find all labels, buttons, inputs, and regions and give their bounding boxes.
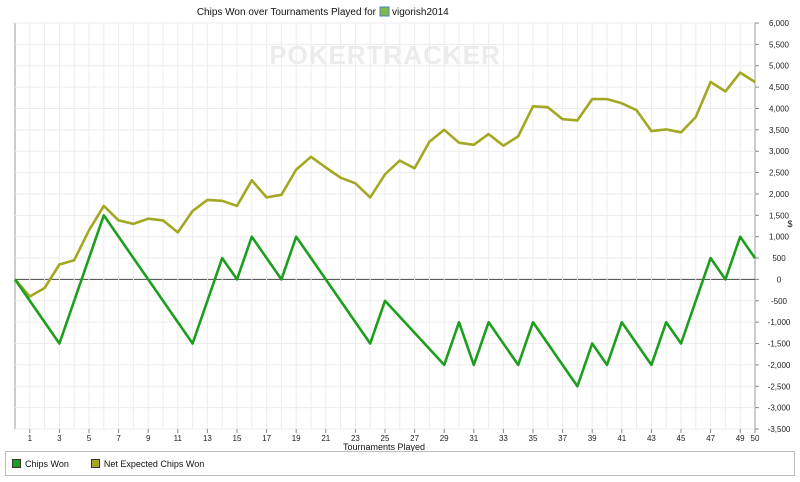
legend-label-chips-won: Chips Won [25,458,69,469]
x-axis-label: Tournaments Played [343,442,425,452]
y-tick-label: 3,000 [769,147,790,156]
chart-title: Chips Won over Tournaments Played for vi… [197,6,449,18]
x-tick-label: 33 [499,434,508,443]
x-tick-label: 11 [174,434,183,443]
x-tick-label: 37 [558,434,567,443]
series-line-net-expected[interactable] [14,71,756,298]
y-tick-label: 4,500 [769,83,790,92]
y-tick-label: 5,500 [769,40,790,49]
x-tick-label: 3 [57,434,62,443]
y-tick-label: 1,500 [769,211,790,220]
y-tick-label: -2,500 [768,382,791,391]
legend-item-net-expected[interactable]: Net Expected Chips Won [90,458,205,469]
player-flag-icon [379,6,390,17]
x-tick-label: 19 [292,434,301,443]
x-tick-label: 27 [410,434,419,443]
y-tick-label: -2,000 [768,361,791,370]
x-tick-label: 29 [440,434,449,443]
x-tick-label: 1 [28,434,33,443]
x-tick-label: 31 [469,434,478,443]
y-tick-label: -3,000 [768,404,791,413]
y-tick-label: 3,500 [769,126,790,135]
y-tick-label: -1,500 [768,340,791,349]
x-tick-label: 25 [381,434,390,443]
x-tick-label: 47 [706,434,715,443]
x-tick-label: 35 [529,434,538,443]
x-tick-label: 9 [146,434,151,443]
y-tick-label: 2,500 [769,169,790,178]
x-tick-label: 39 [588,434,597,443]
y-tick-label: 6,000 [769,19,790,28]
legend-swatch-chips-won [12,459,21,468]
legend-swatch-net-expected [90,459,100,468]
y-tick-label: -1,000 [768,318,791,327]
chart-legend: Chips Won Net Expected Chips Won [5,451,795,476]
x-tick-label: 21 [321,434,330,443]
chart-title-player: vigorish2014 [392,7,449,18]
x-tick-label: 50 [751,434,760,443]
y-tick-label: 4,000 [769,104,790,113]
x-tick-label: 45 [677,434,686,443]
chart-title-prefix: Chips Won over Tournaments Played for [197,7,377,18]
x-tick-label: 49 [736,434,745,443]
x-tick-label: 7 [116,434,121,443]
x-tick-label: 43 [647,434,656,443]
legend-item-chips-won[interactable]: Chips Won [12,459,69,469]
y-tick-label: 1,000 [769,233,790,242]
x-tick-label: 23 [351,434,360,443]
x-tick-label: 15 [233,434,242,443]
y-tick-label: 2,000 [769,190,790,199]
y-tick-label: -3,500 [768,425,791,434]
y-tick-label: 0 [777,275,782,284]
x-tick-label: 41 [617,434,626,443]
y-tick-label: 500 [772,254,786,263]
legend-label-net-expected: Net Expected Chips Won [103,458,205,469]
y-axis-label: $ [787,219,792,229]
x-tick-label: 13 [203,434,212,443]
series-line-chips-won[interactable] [13,214,757,388]
y-tick-label: 5,000 [769,62,790,71]
x-tick-label: 17 [262,434,271,443]
y-tick-label: -500 [771,297,788,306]
x-tick-label: 5 [87,434,92,443]
